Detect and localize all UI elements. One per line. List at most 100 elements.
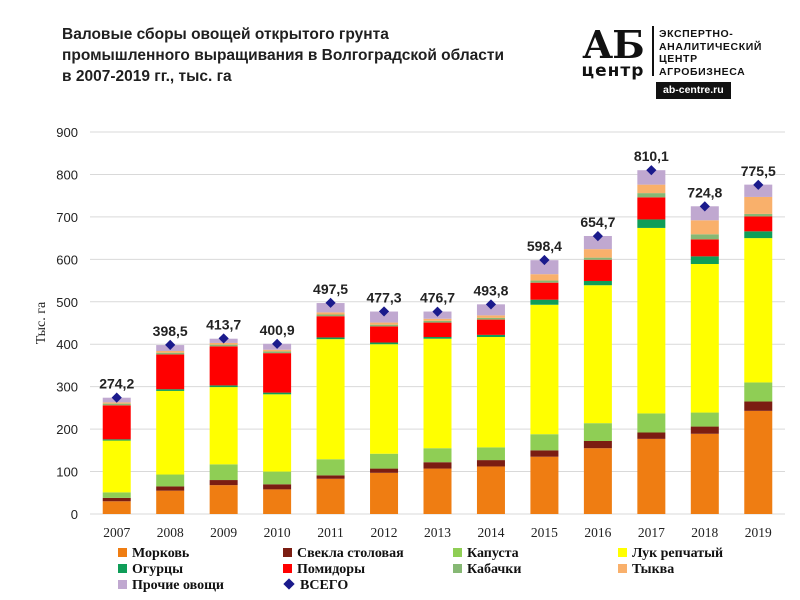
bar-segment	[476, 315, 505, 318]
bar-segment	[209, 387, 238, 465]
bar-segment	[530, 260, 559, 275]
bar-segment	[209, 342, 238, 345]
legend-swatch	[283, 564, 292, 573]
bar-segment	[370, 342, 399, 345]
logo-text-line-2: АНАЛИТИЧЕСКИЙ	[659, 40, 763, 53]
bar-segment	[370, 324, 399, 327]
bar-segment	[263, 353, 292, 393]
bar-segment	[209, 464, 238, 481]
bar-segment	[530, 280, 559, 283]
y-tick-label: 200	[56, 422, 78, 437]
bar-segment	[102, 492, 131, 498]
legend-swatch	[453, 548, 462, 557]
legend-item: Капуста	[453, 546, 519, 562]
bar-segment	[744, 196, 773, 214]
logo-mark: АБ центр	[578, 22, 648, 81]
total-data-label: 476,7	[420, 290, 455, 306]
logo-divider	[652, 26, 654, 76]
bar-segment	[156, 354, 185, 390]
bar-segment	[209, 344, 238, 347]
y-tick-label: 900	[56, 125, 78, 140]
legend-item: Морковь	[118, 546, 189, 562]
bar-segment	[370, 472, 399, 514]
bar-segment	[637, 413, 666, 433]
bar-segment	[263, 349, 292, 352]
legend-swatch	[618, 548, 627, 557]
legend-label: Кабачки	[467, 562, 522, 577]
bar-segment	[316, 339, 345, 460]
bar-segment	[263, 484, 292, 490]
logo-text-line-1: ЭКСПЕРТНО-	[659, 28, 734, 40]
logo-mark-top: АБ	[582, 22, 644, 67]
bar-segment	[156, 351, 185, 353]
stacked-bar-chart: 0 100 200 300 400 500 600 700 800 900 Тыс. га 2007 2…	[34, 125, 785, 540]
title-line-2: промышленного выращивания в Волгоградско…	[62, 47, 505, 64]
bar-segment	[316, 316, 345, 338]
bar-segment	[583, 259, 612, 281]
bar-segment	[637, 193, 666, 198]
title-line-1: Валовые сборы овощей открытого грунта	[62, 26, 389, 43]
total-marker	[325, 297, 336, 308]
total-data-label: 400,9	[260, 322, 295, 338]
bar-segment	[476, 319, 505, 335]
bar-segment	[690, 264, 719, 413]
y-tick-label: 700	[56, 210, 78, 225]
bar-segment	[690, 256, 719, 265]
bar-segment	[637, 219, 666, 228]
bar-segment	[102, 403, 131, 406]
bar-segment	[583, 235, 612, 250]
bar-segment	[156, 490, 185, 514]
bar-segment	[530, 299, 559, 305]
legend-swatch	[453, 564, 462, 573]
x-tick-label: 2008	[157, 525, 184, 540]
logo-text: ЭКСПЕРТНО- АНАЛИТИЧЕСКИЙ ЦЕНТР АГРОБИЗНЕ…	[659, 28, 762, 78]
bar-segment	[316, 314, 345, 317]
y-tick-label: 800	[56, 167, 78, 182]
x-tick-label: 2010	[264, 525, 291, 540]
bar-segment	[583, 448, 612, 514]
bar-segment	[316, 337, 345, 340]
x-tick-label: 2017	[638, 525, 665, 540]
bar-segment	[530, 282, 559, 300]
legend-label: Морковь	[132, 546, 190, 561]
bar-segment	[583, 440, 612, 449]
logo-text-line-4: АГРОБИЗНЕСА	[659, 65, 746, 78]
bar-segment	[263, 392, 292, 395]
bar-segment	[156, 486, 185, 491]
bar-segment	[583, 280, 612, 286]
bar-segment	[690, 234, 719, 240]
chart-legend: Морковь Свекла столовая Капуста Лук репчаты…	[118, 546, 788, 598]
bar-segment	[690, 433, 719, 514]
bar-segment	[476, 466, 505, 514]
total-marker	[378, 306, 390, 317]
total-data-label: 654,7	[580, 214, 615, 230]
bar-segment	[316, 312, 345, 315]
y-tick-label: 300	[56, 380, 78, 395]
bar-segment	[423, 318, 452, 321]
logo-url[interactable]: ab-centre.ru	[656, 82, 731, 99]
bar-segment	[583, 423, 612, 441]
y-tick-label: 400	[56, 337, 78, 352]
bar-segment	[102, 402, 131, 404]
logo-text-line-3: ЦЕНТР	[659, 53, 698, 65]
bar-segment	[102, 501, 131, 514]
legend-label: Тыква	[632, 562, 675, 577]
y-tick-label: 0	[71, 507, 78, 522]
x-tick-label: 2019	[745, 525, 772, 540]
legend-item: ВСЕГО	[283, 578, 348, 594]
bar-segment	[316, 475, 345, 479]
total-data-label: 413,7	[206, 316, 241, 332]
legend-item: Тыква	[618, 562, 674, 578]
bar-segment	[530, 304, 559, 435]
bar-segment	[744, 184, 773, 197]
y-axis-label: Тыс. га	[34, 301, 49, 344]
title-line-3: в 2007-2019 гг., тыс. га	[62, 68, 232, 85]
bar-segment	[690, 412, 719, 427]
bar-segment	[370, 311, 399, 323]
bar-segment	[744, 213, 773, 217]
bar-segment	[744, 216, 773, 232]
legend-label: Огурцы	[132, 562, 184, 577]
legend-label: Помидоры	[297, 562, 366, 577]
bar-segment	[102, 439, 131, 441]
x-tick-label: 2007	[103, 525, 130, 540]
